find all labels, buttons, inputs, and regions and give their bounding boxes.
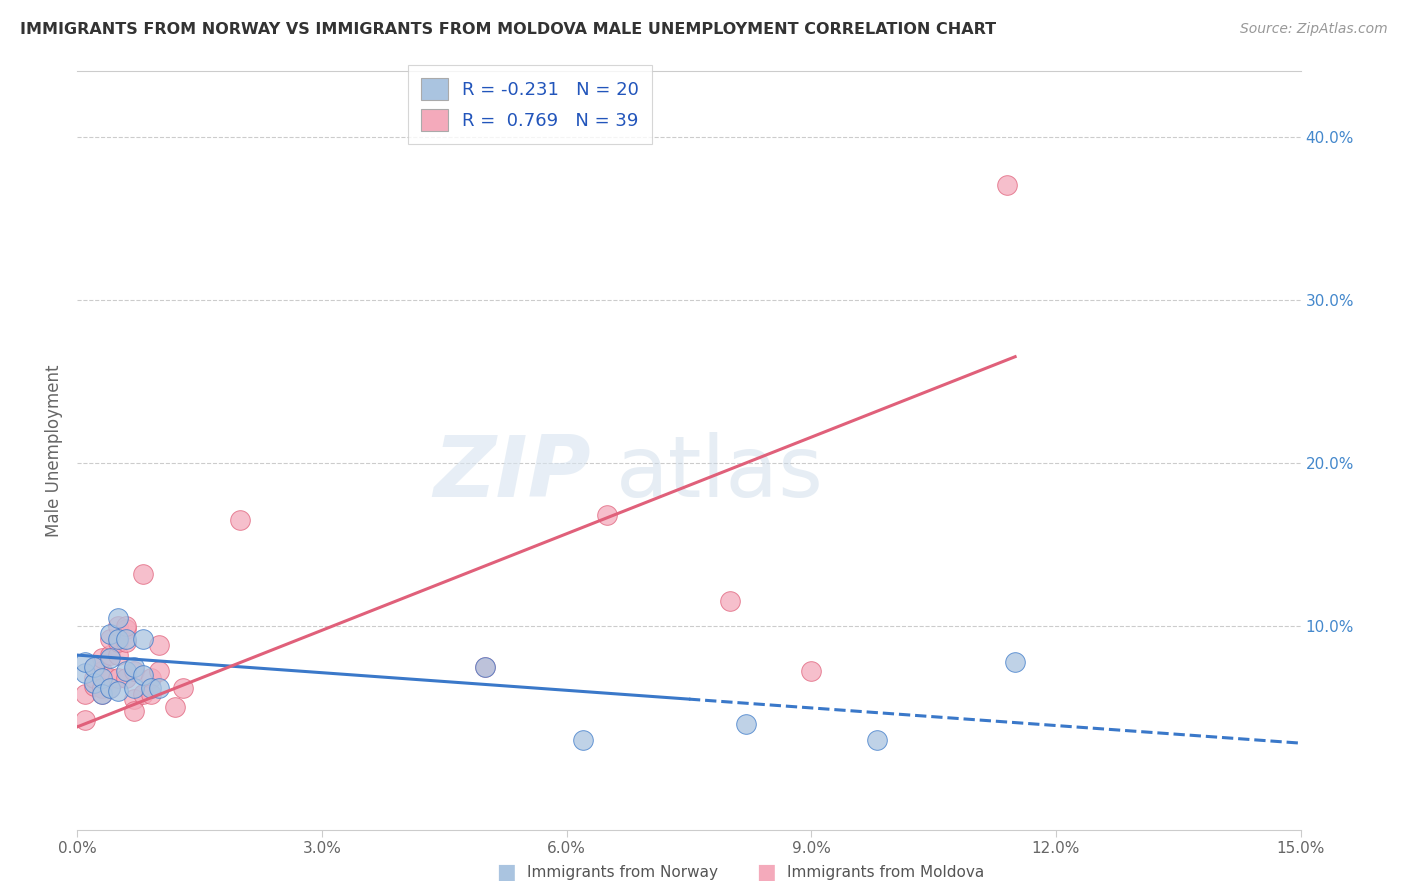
Point: [98, 648, 121, 662]
Point: [90, 681, 112, 695]
Text: ■: ■: [756, 863, 776, 882]
Point: [131, 632, 153, 646]
Point: [115, 632, 138, 646]
Point: [115, 622, 138, 636]
Point: [172, 681, 194, 695]
Point: [474, 659, 496, 673]
Point: [90, 665, 112, 679]
Point: [596, 508, 619, 522]
Point: [124, 665, 146, 679]
Text: Immigrants from Moldova: Immigrants from Moldova: [787, 865, 984, 880]
Point: [83, 659, 105, 673]
Point: [131, 687, 153, 701]
Point: [90, 687, 112, 701]
Point: [90, 671, 112, 685]
Point: [148, 681, 170, 695]
Point: [115, 665, 138, 679]
Text: atlas: atlas: [616, 432, 824, 515]
Point: [107, 648, 129, 662]
Point: [995, 178, 1018, 193]
Text: ■: ■: [496, 863, 516, 882]
Point: [75, 714, 97, 728]
Point: [115, 671, 138, 685]
Point: [83, 659, 105, 673]
Point: [90, 681, 112, 695]
Point: [98, 681, 121, 695]
Point: [131, 667, 153, 681]
Point: [139, 671, 162, 685]
Point: [124, 692, 146, 706]
Text: Source: ZipAtlas.com: Source: ZipAtlas.com: [1240, 22, 1388, 37]
Point: [83, 675, 105, 690]
Point: [107, 635, 129, 649]
Point: [124, 681, 146, 695]
Point: [75, 687, 97, 701]
Point: [474, 659, 496, 673]
Point: [98, 651, 121, 665]
Point: [107, 610, 129, 624]
Point: [165, 700, 187, 714]
Point: [148, 638, 170, 652]
Point: [865, 732, 887, 747]
Point: [139, 681, 162, 695]
Point: [124, 704, 146, 718]
Point: [98, 681, 121, 695]
Point: [572, 732, 595, 747]
Point: [75, 655, 97, 669]
Point: [107, 632, 129, 646]
Point: [124, 659, 146, 673]
Point: [718, 594, 741, 608]
Point: [98, 671, 121, 685]
Point: [107, 619, 129, 633]
Text: ZIP: ZIP: [433, 432, 591, 515]
Point: [98, 632, 121, 646]
Text: Immigrants from Norway: Immigrants from Norway: [527, 865, 718, 880]
Point: [90, 651, 112, 665]
Text: IMMIGRANTS FROM NORWAY VS IMMIGRANTS FROM MOLDOVA MALE UNEMPLOYMENT CORRELATION : IMMIGRANTS FROM NORWAY VS IMMIGRANTS FRO…: [20, 22, 995, 37]
Point: [75, 666, 97, 681]
Point: [735, 716, 758, 731]
Point: [90, 687, 112, 701]
Point: [229, 513, 252, 527]
Point: [107, 684, 129, 698]
Point: [115, 619, 138, 633]
Point: [131, 566, 153, 581]
Point: [115, 635, 138, 649]
Point: [98, 627, 121, 641]
Point: [148, 665, 170, 679]
Y-axis label: Male Unemployment: Male Unemployment: [45, 364, 63, 537]
Point: [83, 671, 105, 685]
Point: [1004, 655, 1026, 669]
Point: [800, 665, 823, 679]
Legend: R = -0.231   N = 20, R =  0.769   N = 39: R = -0.231 N = 20, R = 0.769 N = 39: [408, 65, 652, 144]
Point: [107, 671, 129, 685]
Point: [83, 679, 105, 693]
Point: [139, 687, 162, 701]
